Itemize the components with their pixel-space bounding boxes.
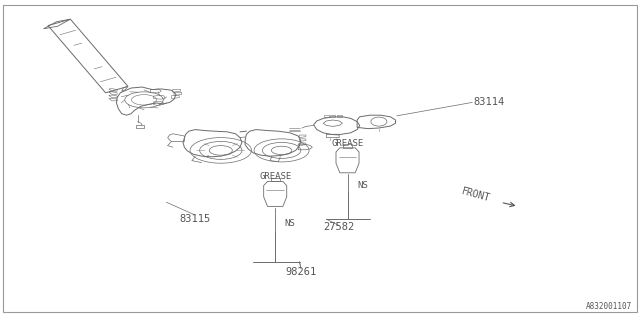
Text: GREASE: GREASE [259,172,291,181]
Text: A832001107: A832001107 [586,302,632,311]
Text: NS: NS [357,181,368,190]
Text: 83114: 83114 [474,97,505,108]
Text: 98261: 98261 [285,267,316,277]
Text: 27582: 27582 [324,221,355,232]
Text: 83115: 83115 [180,214,211,224]
Text: FRONT: FRONT [461,187,492,204]
Text: GREASE: GREASE [332,139,364,148]
Text: NS: NS [285,219,296,228]
